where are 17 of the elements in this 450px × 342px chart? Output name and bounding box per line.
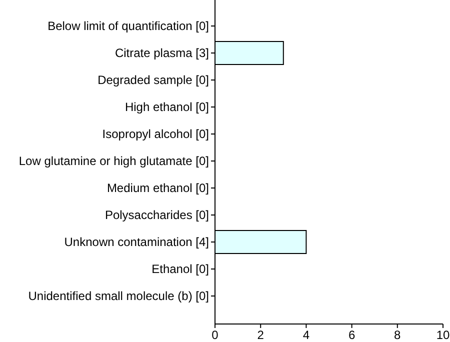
x-tick-label: 6 [348, 328, 356, 342]
x-tick-label: 10 [436, 328, 450, 342]
x-tick-label: 8 [394, 328, 402, 342]
y-tick-label: Ethanol [0] [152, 262, 209, 276]
y-tick-label: Unknown contamination [4] [64, 235, 209, 250]
y-tick-label: Isopropyl alcohol [0] [102, 127, 209, 142]
y-tick-label: Medium ethanol [0] [106, 181, 209, 196]
x-tick-label: 2 [257, 328, 264, 342]
y-tick-label: Low glutamine or high glutamate [0] [18, 154, 209, 168]
x-tick-label: 4 [302, 328, 310, 342]
y-tick-label: Citrate plasma [3] [114, 46, 209, 60]
y-tick-label: Polysaccharides [0] [104, 208, 209, 222]
y-tick-label: Unidentified small molecule (b) [0] [28, 289, 209, 304]
y-tick-label: High ethanol [0] [124, 100, 209, 114]
y-tick-label: Below limit of quantification [0] [48, 19, 209, 34]
y-tick-label: Degraded sample [0] [98, 73, 209, 88]
x-tick-label: 0 [212, 328, 219, 342]
